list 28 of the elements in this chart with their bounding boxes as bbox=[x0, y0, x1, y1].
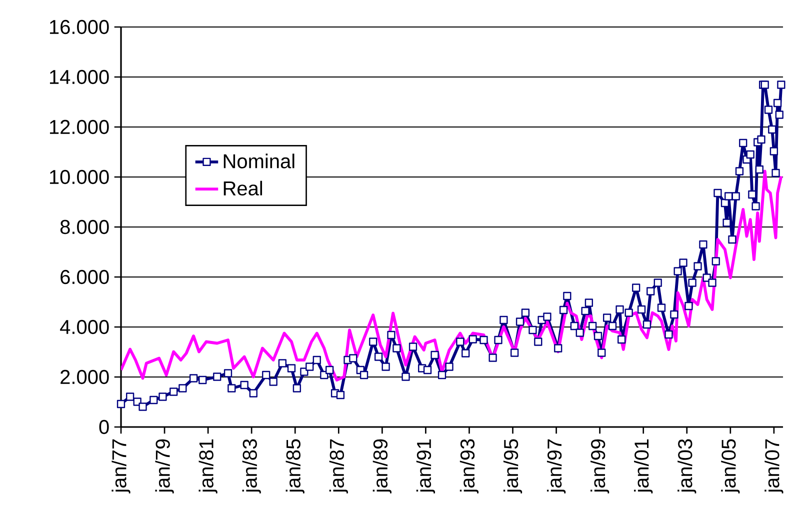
legend-label: Real bbox=[224, 180, 262, 196]
x-tick-label: jan/87 bbox=[329, 439, 348, 494]
x-tick-label: jan/01 bbox=[634, 439, 653, 494]
y-tick-label: 8.000 bbox=[60, 220, 109, 234]
y-tick-label: 6.000 bbox=[60, 270, 109, 284]
y-tick-label: 10.000 bbox=[50, 170, 109, 184]
x-tick-label: jan/99 bbox=[590, 439, 610, 494]
x-tick-label: jan/89 bbox=[372, 439, 392, 494]
x-tick-label: jan/85 bbox=[286, 439, 304, 494]
x-tick-label: jan/77 bbox=[112, 439, 130, 494]
y-tick-label: 12.000 bbox=[50, 120, 109, 134]
y-tick-label: 4.000 bbox=[60, 320, 109, 334]
y-tick-label: 2.000 bbox=[60, 370, 109, 384]
x-tick-label: jan/07 bbox=[764, 439, 784, 494]
y-tick-label: 0 bbox=[99, 420, 109, 434]
y-tick-label: 16.000 bbox=[50, 20, 109, 34]
x-tick-label: jan/03 bbox=[678, 439, 696, 494]
x-tick-label: jan/95 bbox=[503, 439, 522, 494]
x-tick-label: jan/81 bbox=[198, 439, 218, 494]
x-tick-label: jan/05 bbox=[721, 439, 740, 494]
x-tick-label: jan/79 bbox=[155, 439, 174, 494]
x-tick-label: jan/97 bbox=[546, 439, 566, 494]
x-tick-label: jan/93 bbox=[460, 439, 479, 494]
y-tick-label: 14.000 bbox=[50, 70, 109, 84]
legend-label: Nominal bbox=[224, 154, 294, 168]
line-series bbox=[121, 170, 783, 382]
x-tick-label: jan/91 bbox=[416, 439, 436, 494]
x-tick-label: jan/83 bbox=[242, 439, 261, 494]
